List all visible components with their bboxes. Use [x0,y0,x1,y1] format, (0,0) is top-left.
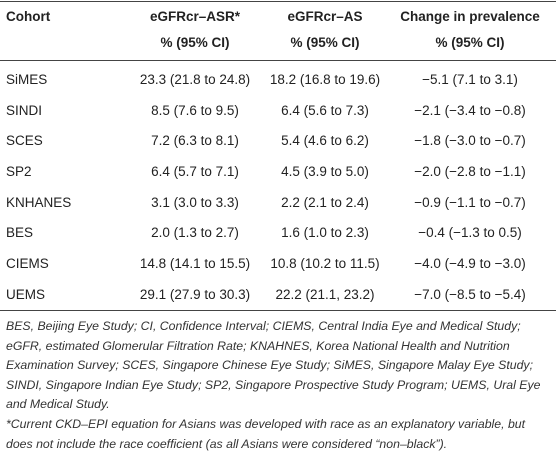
cell-asr: 23.3 (21.8 to 24.8) [139,72,251,87]
cell-cohort: SCES [6,133,43,149]
table-header-rule [0,60,556,61]
cell-as: 22.2 (21.1, 23.2) [275,286,375,302]
cell-change: −2.1 (−3.4 to −0.8) [414,102,526,118]
cell-asr: 29.1 (27.9 to 30.3) [139,286,251,302]
header-as-title: eGFRcr–AS [287,9,363,24]
cell-change: −0.4 (−1.3 to 0.5) [418,225,522,241]
cell-change: −0.9 (−1.1 to −0.7) [414,194,526,210]
cell-asr: 3.1 (3.0 to 3.3) [151,194,239,210]
cell-as: 2.2 (2.1 to 2.4) [281,194,369,210]
footnote-asterisk: *Current CKD–EPI equation for Asians was… [6,416,526,451]
table-top-rule [0,1,556,2]
cell-asr: 8.5 (7.6 to 9.5) [151,102,239,118]
cell-asr: 6.4 (5.7 to 7.1) [151,164,239,180]
table-row: SiMES 23.3 (21.8 to 24.8) 18.2 (16.8 to … [0,65,556,96]
cell-cohort: BES [6,225,34,241]
table-bottom-rule [0,310,556,311]
table-row: SINDI 8.5 (7.6 to 9.5) 6.4 (5.6 to 7.3) … [0,96,556,127]
cell-cohort: SiMES [6,72,48,87]
cell-as: 10.8 (10.2 to 11.5) [270,256,380,272]
table-row: SCES 7.2 (6.3 to 8.1) 5.4 (4.6 to 6.2) −… [0,126,556,157]
cell-cohort: SP2 [6,164,32,180]
table-row: KNHANES 3.1 (3.0 to 3.3) 2.2 (2.1 to 2.4… [0,188,556,219]
cell-cohort: SINDI [6,102,43,118]
cell-as: 4.5 (3.9 to 5.0) [281,164,369,180]
header-cohort: Cohort [6,9,51,24]
table-row: UEMS 29.1 (27.9 to 30.3) 22.2 (21.1, 23.… [0,280,556,311]
cell-cohort: UEMS [6,286,46,302]
table-body: SiMES 23.3 (21.8 to 24.8) 18.2 (16.8 to … [0,65,556,311]
cell-asr: 7.2 (6.3 to 8.1) [151,133,239,149]
cell-asr: 2.0 (1.3 to 2.7) [151,225,239,241]
header-change-title: Change in prevalence [400,9,540,24]
cell-change: −5.1 (7.1 to 3.1) [422,72,518,87]
cell-as: 5.4 (4.6 to 6.2) [281,133,369,149]
table-row: SP2 6.4 (5.7 to 7.1) 4.5 (3.9 to 5.0) −2… [0,157,556,188]
table-row: BES 2.0 (1.3 to 2.7) 1.6 (1.0 to 2.3) −0… [0,218,556,249]
cell-as: 6.4 (5.6 to 7.3) [281,102,369,118]
cell-change: −4.0 (−4.9 to −3.0) [414,256,526,272]
cell-as: 18.2 (16.8 to 19.6) [269,72,381,87]
cell-asr: 14.8 (14.1 to 15.5) [139,256,251,272]
cell-change: −7.0 (−8.5 to −5.4) [414,286,526,302]
cell-change: −2.0 (−2.8 to −1.1) [414,164,526,180]
footnote-abbreviations: BES, Beijing Eye Study; CI, Confidence I… [6,319,541,412]
cell-cohort: KNHANES [6,194,72,210]
header-asr-unit: % (95% CI) [160,35,230,50]
cell-as: 1.6 (1.0 to 2.3) [281,225,369,241]
header-asr-title: eGFRcr–ASR* [149,9,241,24]
cell-change: −1.8 (−3.0 to −0.7) [414,133,526,149]
header-change-unit: % (95% CI) [435,35,505,50]
header-as-unit: % (95% CI) [290,35,360,50]
cell-cohort: CIEMS [6,256,49,272]
table-row: CIEMS 14.8 (14.1 to 15.5) 10.8 (10.2 to … [0,249,556,280]
table-footnotes: BES, Beijing Eye Study; CI, Confidence I… [6,317,554,454]
